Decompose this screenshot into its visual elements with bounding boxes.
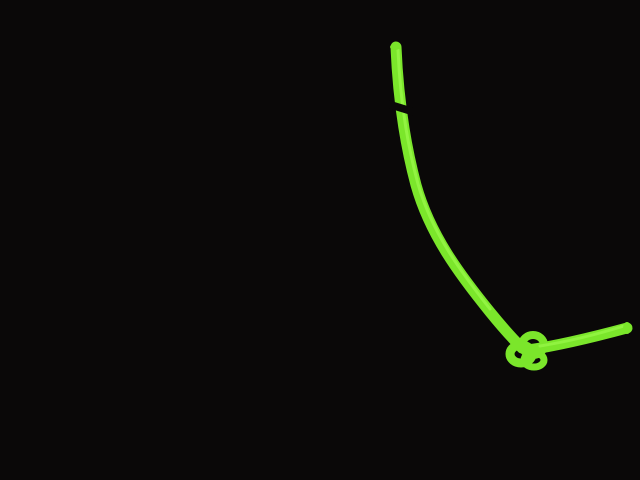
rope-tail-strand bbox=[522, 322, 633, 356]
rope-main-strand bbox=[390, 41, 528, 354]
rope-top-end bbox=[390, 44, 400, 50]
rope-dark-band bbox=[388, 100, 414, 116]
rope-tail-highlight bbox=[538, 324, 626, 348]
rope-main-highlight bbox=[396, 48, 492, 311]
rope-tail-end bbox=[623, 322, 631, 334]
